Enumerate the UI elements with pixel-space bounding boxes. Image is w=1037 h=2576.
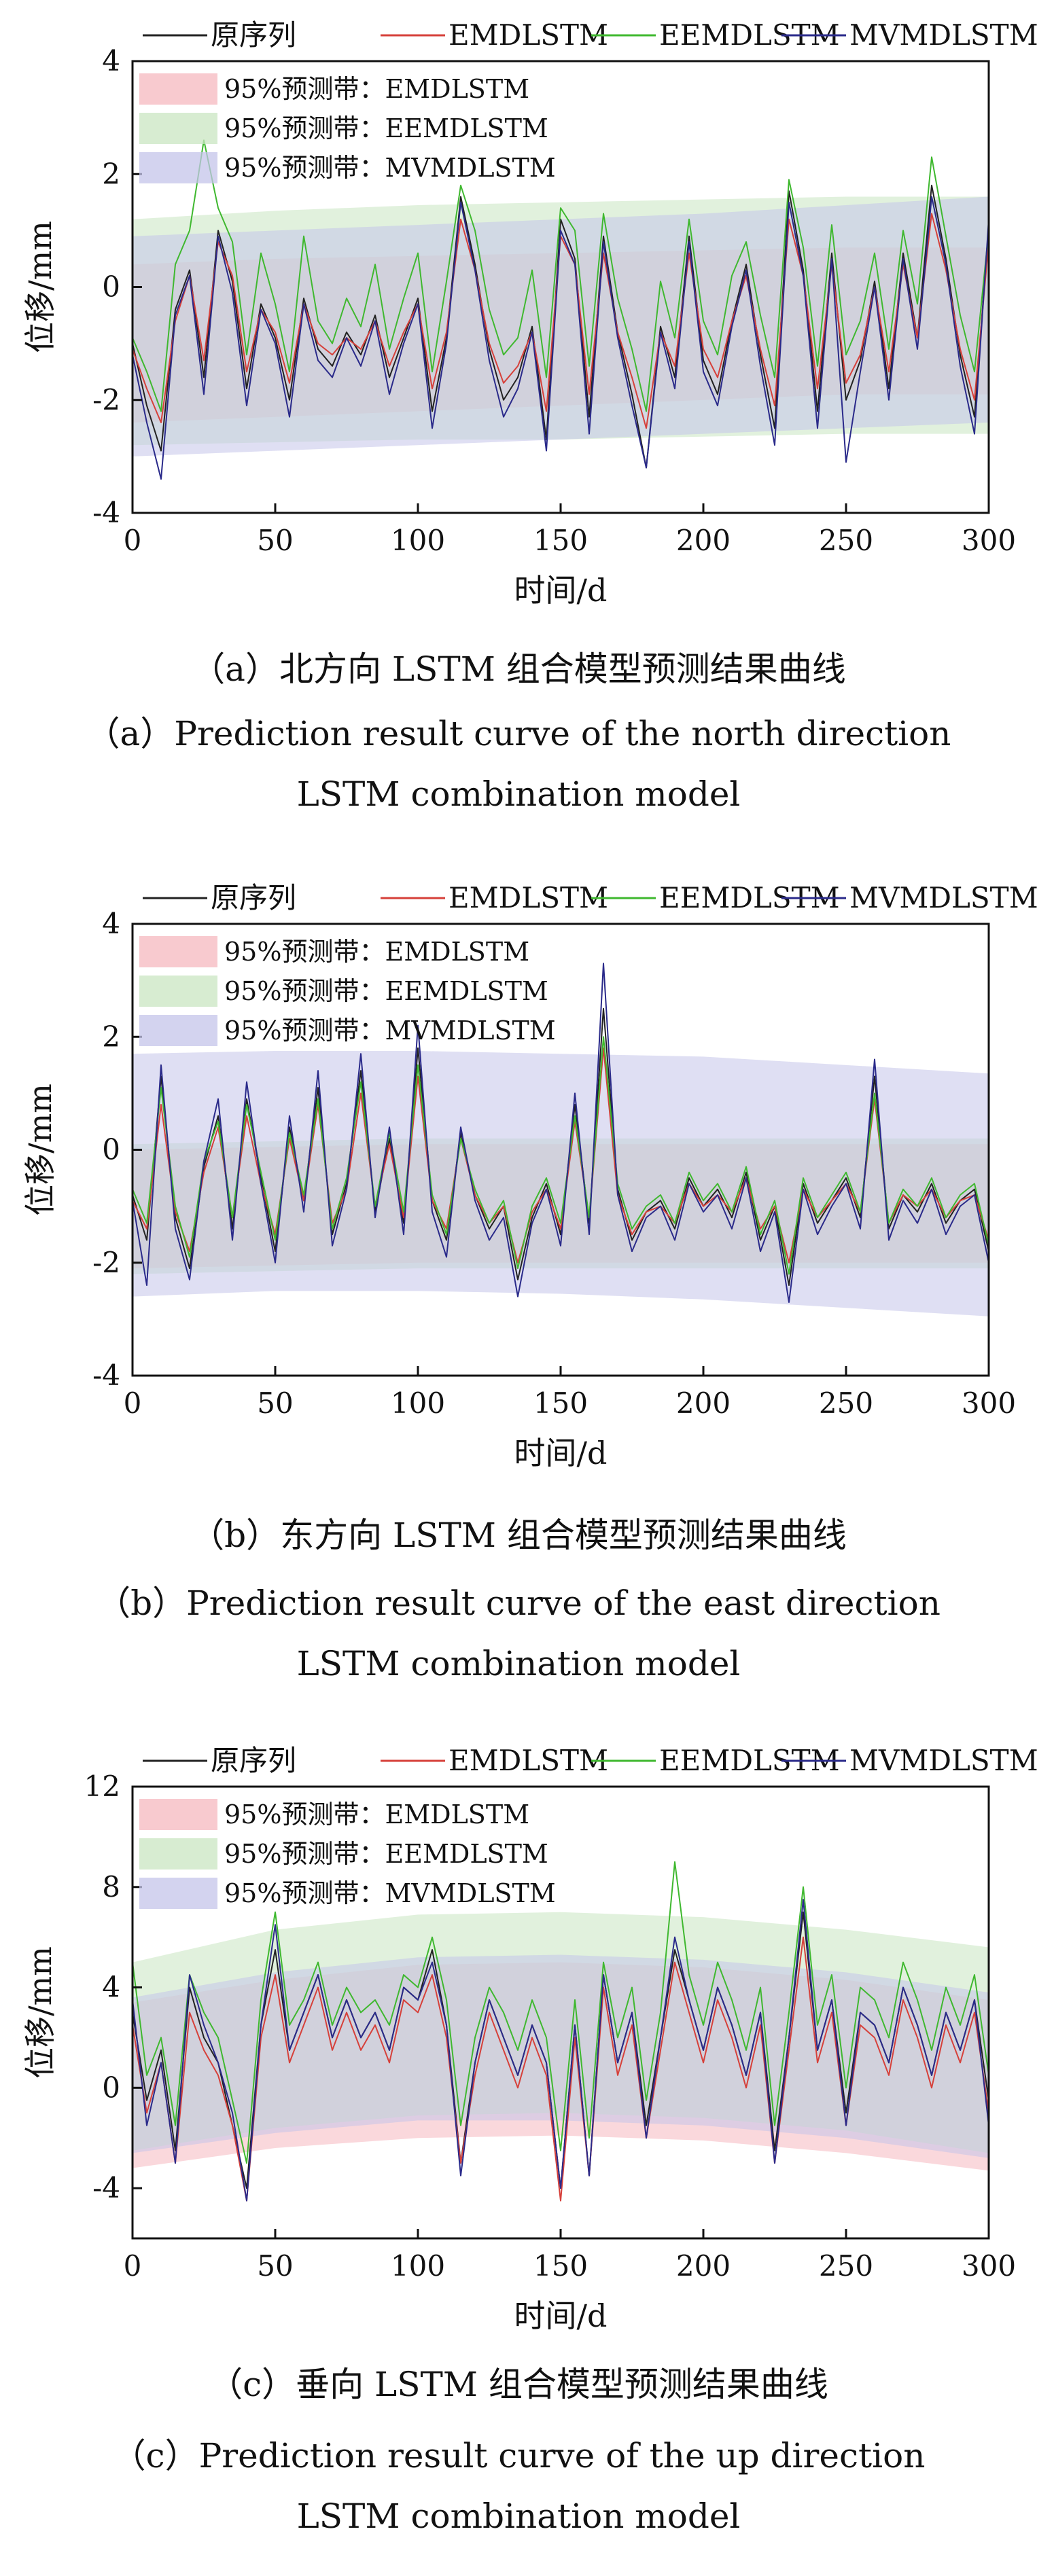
legend-line-label: EMDLSTM (449, 1744, 608, 1777)
caption-a-zh: （a）北方向 LSTM 组合模型预测结果曲线 (191, 649, 846, 689)
y-tick-label: 12 (84, 1770, 120, 1803)
legend-band-swatch (139, 73, 217, 105)
x-tick-label: 200 (676, 2249, 731, 2283)
plot-area (133, 963, 989, 1317)
chart-c: 0 50 100 150 200 250 300 -4 0 4 8 12 时间/d 位移/mm 原序列 EMD… (22, 1744, 1037, 2334)
y-tick-label: 2 (102, 1020, 120, 1053)
y-tick-label: 0 (102, 270, 120, 304)
legend-band-swatch (139, 152, 217, 183)
legend-band-swatch (139, 1799, 217, 1830)
legend-line-label: EMDLSTM (449, 881, 608, 914)
x-tick-label: 50 (257, 2249, 293, 2283)
series-line-3 (133, 963, 989, 1303)
panel-b: 0 50 100 150 200 250 300 -4 -2 0 2 4 时间/d 位移/mm 原序列 EMD… (0, 863, 1037, 1725)
x-tick-label: 50 (257, 524, 293, 557)
x-tick-label: 100 (391, 2249, 445, 2283)
legend-line-label: MVMDLSTM (849, 1744, 1037, 1777)
y-tick-label: -4 (92, 1359, 120, 1392)
caption-c-en-1: （c）Prediction result curve of the up dir… (111, 2436, 926, 2475)
x-tick-label: 150 (533, 1387, 588, 1420)
chart-a: 0 50 100 150 200 250 300 -4 -2 0 2 4 时间/d 位移/mm 原序列 EMD… (22, 18, 1037, 609)
caption-b-zh: （b）东方向 LSTM 组合模型预测结果曲线 (190, 1516, 847, 1555)
legend-line-label: 原序列 (211, 881, 296, 914)
x-axis-label: 时间/d (514, 2297, 608, 2334)
legend-line-label: 原序列 (211, 1744, 296, 1777)
legend-band-label: 95%预测带：MVMDLSTM (224, 1016, 556, 1045)
x-tick-label: 200 (676, 1387, 731, 1420)
legend-band-label: 95%预测带：EMDLSTM (224, 74, 529, 104)
caption-b-en-1: （b）Prediction result curve of the east d… (96, 1584, 941, 1623)
legend-band-label: 95%预测带：MVMDLSTM (224, 153, 556, 183)
legend-band-swatch (139, 113, 217, 144)
chart-b: 0 50 100 150 200 250 300 -4 -2 0 2 4 时间/d 位移/mm 原序列 EMD… (22, 881, 1037, 1471)
legend-line-label: 原序列 (211, 18, 296, 52)
x-tick-label: 300 (962, 524, 1016, 557)
legend-band-label: 95%预测带：MVMDLSTM (224, 1878, 556, 1908)
x-tick-label: 0 (124, 2249, 142, 2283)
series-line-0 (133, 184, 989, 469)
y-axis-label: 位移/mm (22, 1946, 58, 2079)
x-tick-label: 0 (124, 524, 142, 557)
legend-line-label: MVMDLSTM (849, 881, 1037, 914)
x-tick-label: 150 (533, 2249, 588, 2283)
x-tick-label: 100 (391, 524, 445, 557)
legend-line-label: MVMDLSTM (849, 18, 1037, 52)
legend-band-swatch (139, 1838, 217, 1870)
series-line-3 (133, 1899, 989, 2202)
series-line-0 (133, 1007, 989, 1286)
y-tick-label: -2 (92, 383, 120, 416)
y-tick-label: 8 (102, 1870, 120, 1903)
y-tick-label: 4 (102, 907, 120, 940)
y-axis-label: 位移/mm (22, 221, 58, 353)
x-axis-label: 时间/d (514, 572, 608, 609)
legend-band-swatch (139, 976, 217, 1007)
y-tick-label: -2 (92, 1246, 120, 1279)
y-tick-label: 2 (102, 157, 120, 190)
y-tick-label: 4 (102, 1971, 120, 2004)
legend-line-label: EMDLSTM (449, 18, 608, 52)
x-tick-label: 100 (391, 1387, 445, 1420)
x-tick-label: 50 (257, 1387, 293, 1420)
x-tick-label: 150 (533, 524, 588, 557)
caption-c-zh: （c）垂向 LSTM 组合模型预测结果曲线 (209, 2365, 828, 2404)
prediction-band-3 (133, 1954, 989, 2158)
x-tick-label: 300 (962, 2249, 1016, 2283)
legend-band-label: 95%预测带：EEMDLSTM (224, 976, 548, 1006)
legend-band-swatch (139, 936, 217, 967)
y-tick-label: 0 (102, 2071, 120, 2104)
y-tick-label: -4 (92, 496, 120, 529)
plot-area (133, 1861, 989, 2202)
legend-band-swatch (139, 1878, 217, 1909)
series-line-2 (133, 1036, 989, 1275)
y-axis-label: 位移/mm (22, 1084, 58, 1216)
caption-a-en-2: LSTM combination model (296, 774, 741, 814)
x-axis-label: 时间/d (514, 1435, 608, 1471)
plot-area (133, 139, 989, 480)
y-tick-label: -4 (92, 2171, 120, 2204)
x-tick-label: 0 (124, 1387, 142, 1420)
caption-a-en-1: （a）Prediction result curve of the north … (86, 714, 951, 753)
legend-band-label: 95%预测带：EMDLSTM (224, 1800, 529, 1829)
x-tick-label: 250 (819, 2249, 873, 2283)
caption-c-en-2: LSTM combination model (296, 2497, 741, 2536)
legend-band-label: 95%预测带：EMDLSTM (224, 937, 529, 967)
y-tick-label: 0 (102, 1133, 120, 1166)
legend-band-label: 95%预测带：EEMDLSTM (224, 113, 548, 143)
legend-band-label: 95%预测带：EEMDLSTM (224, 1839, 548, 1869)
x-tick-label: 300 (962, 1387, 1016, 1420)
series-line-3 (133, 196, 989, 480)
x-tick-label: 250 (819, 1387, 873, 1420)
prediction-band-3 (133, 1051, 989, 1317)
panel-a: 0 50 100 150 200 250 300 -4 -2 0 2 4 时间/d 位移/mm 原序列 EMD… (0, 0, 1037, 863)
series-line-2 (133, 1861, 989, 2164)
caption-b-en-2: LSTM combination model (296, 1644, 741, 1683)
x-tick-label: 250 (819, 524, 873, 557)
prediction-band-3 (133, 196, 989, 457)
series-line-2 (133, 139, 989, 412)
legend-band-swatch (139, 1015, 217, 1046)
y-tick-label: 4 (102, 44, 120, 77)
panel-c: 0 50 100 150 200 250 300 -4 0 4 8 12 时间/d 位移/mm 原序列 EMD… (0, 1725, 1037, 2576)
x-tick-label: 200 (676, 524, 731, 557)
